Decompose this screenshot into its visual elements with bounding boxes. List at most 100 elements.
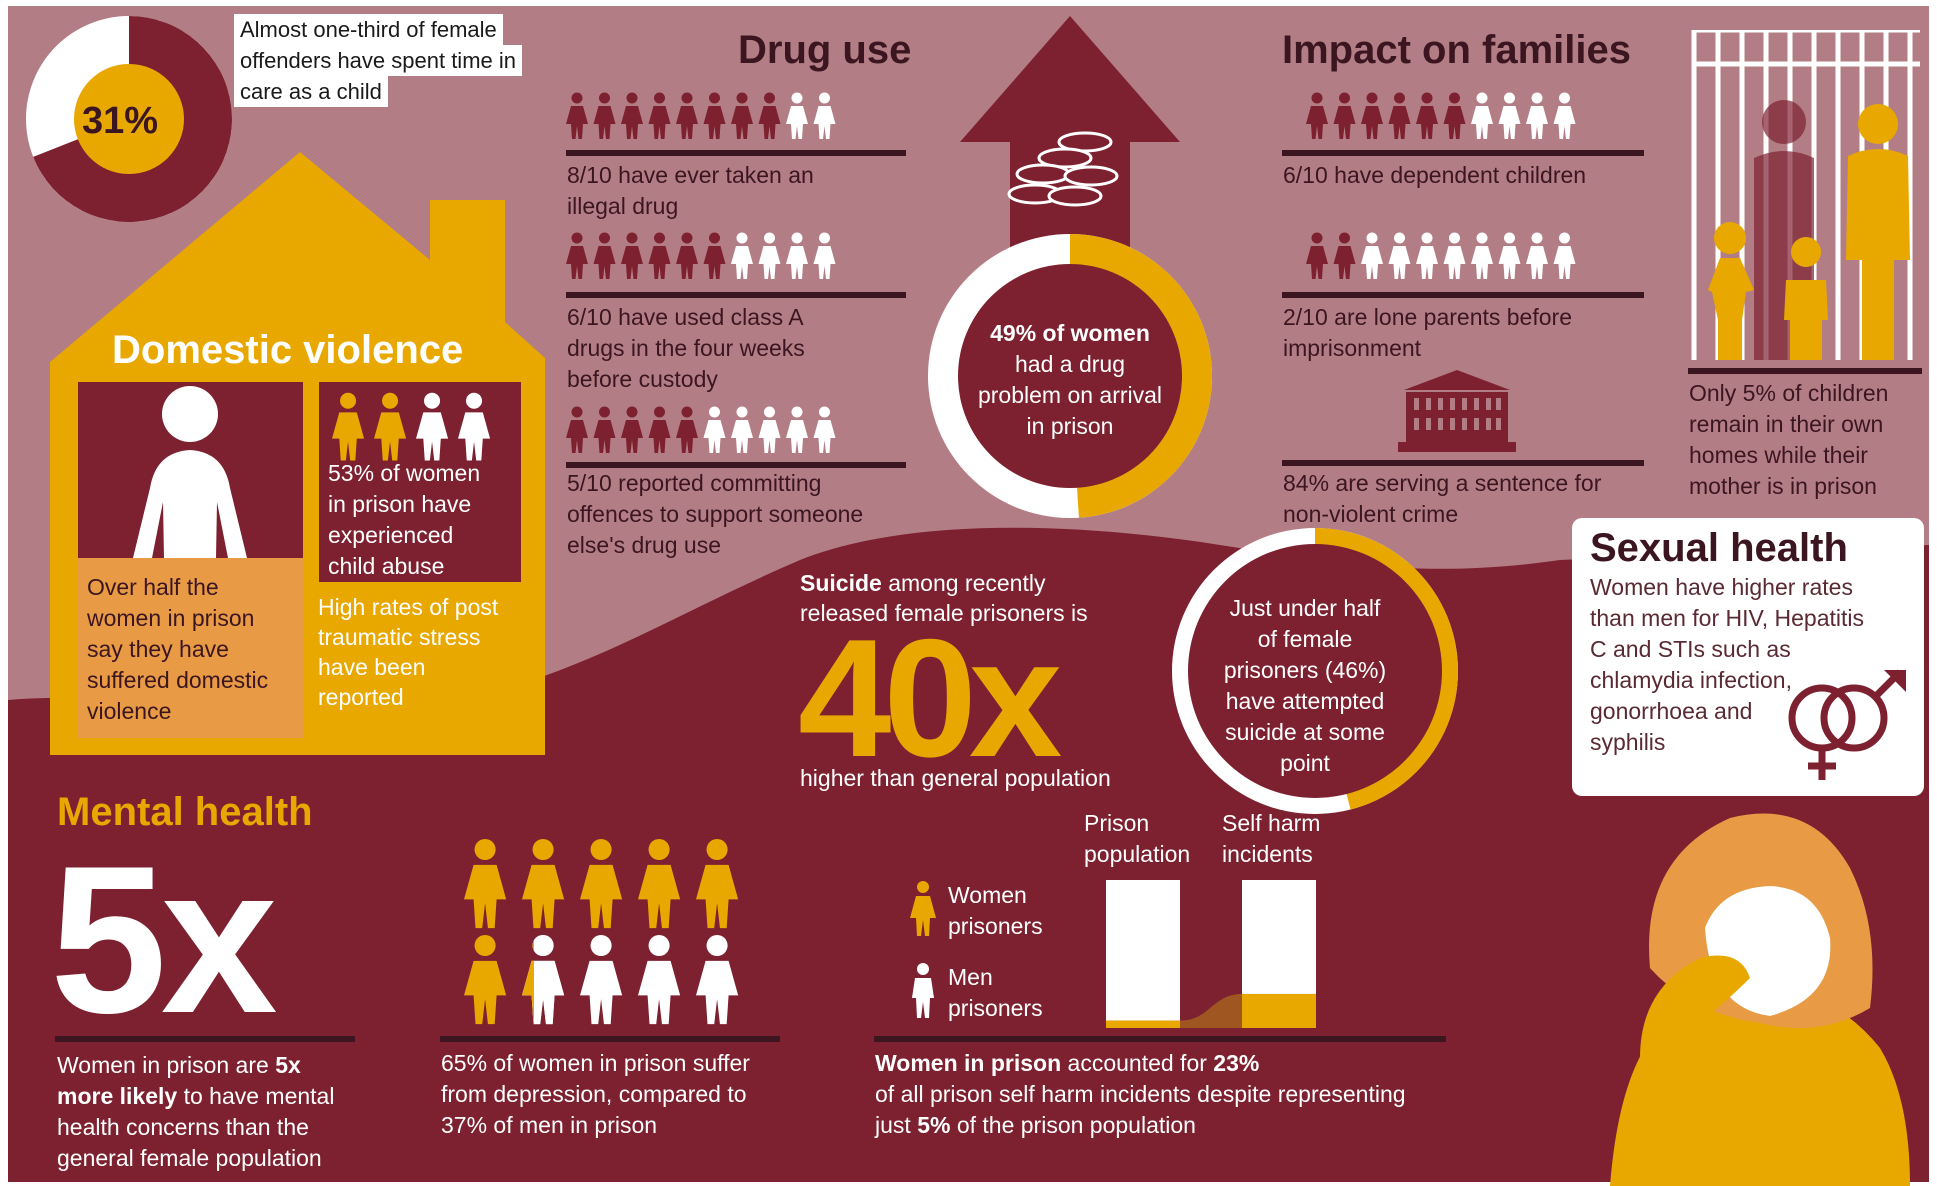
abuse-person-icon bbox=[374, 392, 407, 461]
families-rule-2 bbox=[1282, 292, 1644, 298]
legend-men-line-2: prisoners bbox=[948, 995, 1043, 1021]
ptsd-line-2: traumatic stress bbox=[318, 624, 481, 650]
legend-women-line-1: Women bbox=[948, 882, 1027, 908]
house-graphic bbox=[50, 152, 545, 755]
drug-person-icon bbox=[676, 406, 698, 453]
drug-person-icon bbox=[813, 232, 836, 279]
selfharm-caption-l3a: just bbox=[875, 1112, 918, 1138]
abuse-line-4: child abuse bbox=[328, 553, 445, 579]
depression-woman-icon bbox=[696, 838, 739, 929]
drug-row-1-line-1: 8/10 have ever taken an bbox=[567, 162, 814, 188]
nonviolent-text: 84% are serving a sentence for non-viole… bbox=[1283, 468, 1601, 530]
family-person-icon bbox=[1526, 232, 1548, 279]
drug-person-icon bbox=[786, 406, 808, 453]
children-home-text: Only 5% of children remain in their own … bbox=[1689, 378, 1888, 502]
suicide-below: higher than general population bbox=[800, 765, 1111, 791]
selfharm-col1-line-2: population bbox=[1084, 841, 1191, 867]
nonviolent-line-2: non-violent crime bbox=[1283, 501, 1459, 527]
mental-bold-2: more likely bbox=[57, 1083, 178, 1109]
family-person-icon bbox=[1553, 232, 1576, 279]
families-rule-1 bbox=[1282, 150, 1644, 156]
suicide-ring-line-4: have attempted bbox=[1225, 688, 1385, 714]
drug-row-2-text: 6/10 have used class A drugs in the four… bbox=[567, 302, 805, 395]
families-row-1-text: 6/10 have dependent children bbox=[1283, 160, 1586, 191]
family-person-icon bbox=[1361, 92, 1383, 139]
family-person-icon bbox=[1416, 92, 1438, 139]
ptsd-line-3: have been bbox=[318, 654, 426, 680]
selfharm-chart bbox=[1106, 880, 1316, 1028]
families-rule-3 bbox=[1282, 460, 1644, 466]
depression-line-2: from depression, compared to bbox=[441, 1081, 747, 1107]
legend-women-line-2: prisoners bbox=[948, 913, 1043, 939]
drug-person-icon bbox=[813, 406, 836, 453]
distressed-woman-icon bbox=[1610, 813, 1910, 1186]
drug-ring-center bbox=[958, 264, 1182, 488]
drug-person-icon bbox=[648, 92, 671, 139]
selfharm-col2-line-1: Self harm bbox=[1222, 810, 1321, 836]
family-person-icon bbox=[1498, 92, 1521, 139]
drug-person-icon bbox=[731, 406, 753, 453]
drug-ring-text: 49% of women had a drug problem on arriv… bbox=[960, 318, 1180, 442]
sexual-text: Women have higher rates than men for HIV… bbox=[1590, 572, 1864, 758]
drug-row-3-line-3: else's drug use bbox=[567, 532, 721, 558]
families-row-2-line-2: imprisonment bbox=[1283, 335, 1422, 361]
sexual-line-4: chlamydia infection, bbox=[1590, 667, 1792, 693]
suicide-ring bbox=[1172, 528, 1458, 814]
selfharm-col1-line-1: Prison bbox=[1084, 810, 1150, 836]
mental-rule bbox=[55, 1036, 355, 1042]
abuse-figures bbox=[332, 392, 491, 461]
drug-row-2-line-3: before custody bbox=[567, 366, 718, 392]
abuse-line-1: 53% of women bbox=[328, 460, 481, 486]
sexual-line-1: Women have higher rates bbox=[1590, 574, 1853, 600]
bar-men-0 bbox=[1106, 880, 1180, 1021]
domestic-line-4: suffered domestic bbox=[87, 667, 269, 693]
suicide-ring-line-5: suicide at some bbox=[1225, 719, 1385, 745]
selfharm-col1-label: Prison population bbox=[1084, 808, 1190, 870]
bar-men-1 bbox=[1242, 880, 1316, 994]
care-pie-center bbox=[74, 64, 184, 174]
house-orange-panel bbox=[78, 558, 303, 738]
legend-men-line-1: Men bbox=[948, 964, 993, 990]
families-title: Impact on families bbox=[1282, 28, 1631, 72]
sexual-line-6: syphilis bbox=[1590, 729, 1666, 755]
sexual-line-2: than men for HIV, Hepatitis bbox=[1590, 605, 1865, 631]
drug-rule-3 bbox=[566, 462, 906, 468]
prison-building-icon bbox=[1398, 370, 1516, 452]
care-percent: 31% bbox=[82, 100, 159, 142]
families-row-1-line-1: 6/10 have dependent children bbox=[1283, 162, 1587, 188]
drug-row-2-line-2: drugs in the four weeks bbox=[567, 335, 805, 361]
selfharm-caption-line-2: of all prison self harm incidents despit… bbox=[875, 1081, 1406, 1107]
drug-row-1-figures bbox=[566, 92, 836, 139]
drug-person-icon bbox=[731, 92, 753, 139]
families-row-2-figures bbox=[1306, 232, 1576, 279]
drug-person-icon bbox=[758, 232, 781, 279]
domestic-line-3: say they have bbox=[87, 636, 229, 662]
drug-person-icon bbox=[566, 232, 588, 279]
abuse-person-icon bbox=[458, 392, 491, 461]
family-person-icon bbox=[1443, 232, 1466, 279]
depression-woman-icon bbox=[464, 838, 507, 929]
domestic-text: Over half the women in prison say they h… bbox=[87, 572, 268, 727]
selfharm-rule bbox=[874, 1036, 1446, 1042]
pills-icon bbox=[1007, 131, 1119, 207]
family-person-icon bbox=[1471, 92, 1493, 139]
legend-man-icon bbox=[912, 963, 934, 1018]
mental-text: Women in prison are 5x more likely to ha… bbox=[57, 1050, 334, 1174]
depression-woman-icon bbox=[580, 838, 623, 929]
family-person-icon bbox=[1388, 92, 1411, 139]
depression-line-3: 37% of men in prison bbox=[441, 1112, 658, 1138]
depression-man-icon bbox=[580, 934, 623, 1025]
suicide-ring-line-3: prisoners (46%) bbox=[1223, 657, 1387, 683]
selfharm-caption-l3b: of the prison population bbox=[950, 1112, 1196, 1138]
mental-bold-1: 5x bbox=[275, 1052, 301, 1078]
family-person-icon bbox=[1498, 232, 1521, 279]
depression-partial-fill bbox=[522, 940, 534, 1025]
family-person-icon bbox=[1306, 232, 1328, 279]
depression-figures bbox=[464, 838, 739, 1025]
family-person-icon bbox=[1553, 92, 1576, 139]
selfharm-caption-bold-1: Women in prison bbox=[875, 1050, 1062, 1076]
selfharm-caption: Women in prison accounted for 23% of all… bbox=[875, 1048, 1406, 1141]
bar-women-1 bbox=[1242, 993, 1316, 1028]
bar-women-0 bbox=[1106, 1020, 1180, 1028]
family-person-icon bbox=[1443, 92, 1466, 139]
